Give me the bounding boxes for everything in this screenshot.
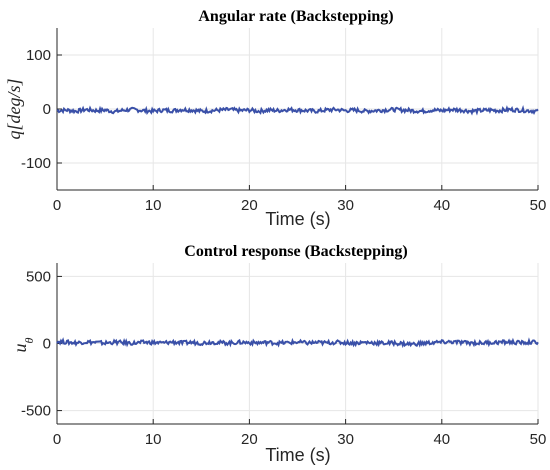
x-tick-label: 50 [530, 431, 547, 448]
x-tick-label: 20 [241, 197, 258, 214]
y-tick-label: -100 [21, 155, 51, 172]
x-ticks: 0 10 20 30 40 50 [53, 185, 547, 214]
y-tick-label: 100 [26, 47, 51, 64]
x-tick-label: 50 [530, 197, 547, 214]
y-tick-label: 0 [43, 101, 51, 118]
y-axis-label: q[deg/s] [4, 78, 24, 139]
x-tick-label: 10 [145, 197, 162, 214]
chart-title: Angular rate (Backstepping) [198, 8, 393, 25]
x-tick-label: 0 [53, 197, 61, 214]
y-ticks: 100 0 -100 [21, 47, 62, 172]
y-tick-label: -500 [21, 403, 51, 420]
x-tick-label: 30 [337, 197, 354, 214]
x-tick-label: 40 [433, 197, 450, 214]
x-axis-label: Time (s) [265, 209, 330, 229]
x-tick-label: 30 [337, 431, 354, 448]
chart-control-response: Control response (Backstepping) 0 10 20 30 4… [10, 243, 546, 465]
x-axis-label: Time (s) [265, 445, 330, 465]
x-tick-label: 20 [241, 431, 258, 448]
y-ticks: 500 0 -500 [21, 268, 62, 420]
x-tick-label: 0 [53, 431, 61, 448]
chart-title: Control response (Backstepping) [184, 243, 407, 260]
x-tick-label: 40 [433, 431, 450, 448]
x-tick-label: 10 [145, 431, 162, 448]
y-tick-label: 0 [43, 336, 51, 353]
grid [56, 28, 539, 190]
y-tick-label: 500 [26, 268, 51, 285]
x-ticks: 0 10 20 30 40 50 [53, 419, 547, 448]
y-axis-label: uθ [10, 337, 36, 352]
series-line [56, 105, 539, 116]
chart-angular-rate: Angular rate (Backstepping) 0 10 20 30 40 50 … [4, 8, 546, 229]
series-line [56, 337, 539, 349]
